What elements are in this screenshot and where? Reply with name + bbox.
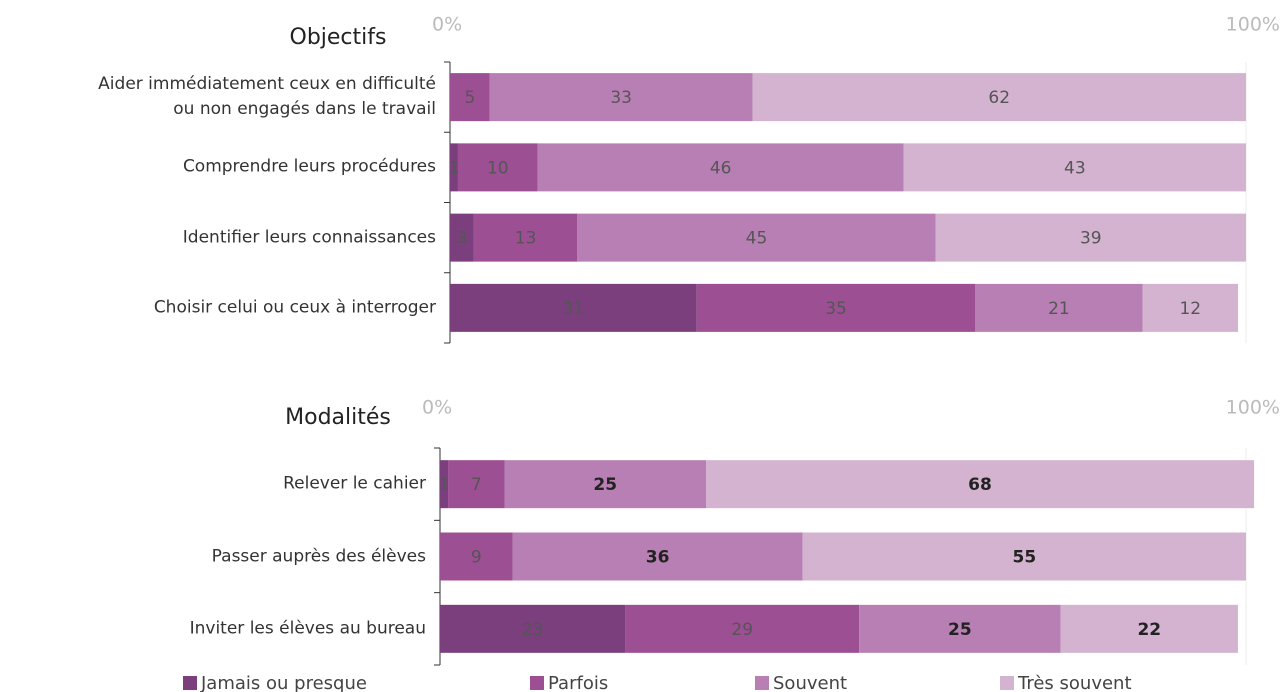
bar-segment [440, 532, 513, 581]
x-tick-label: 0% [422, 397, 452, 419]
category-label: Comprendre leurs procédures [182, 156, 436, 177]
x-tick-label: 100% [1226, 397, 1280, 419]
data-label: 29 [731, 620, 753, 640]
data-label: 36 [646, 548, 670, 568]
bar-segment [450, 143, 458, 192]
data-label: 25 [948, 620, 972, 640]
bar-segment [440, 460, 449, 509]
bar-segment [512, 532, 803, 581]
legend-swatch [530, 676, 544, 690]
bar-segment [450, 283, 697, 332]
data-label: 45 [746, 229, 768, 249]
data-label: 13 [515, 229, 537, 249]
bar-segment [450, 213, 474, 262]
data-label: 35 [825, 299, 847, 319]
data-label: 33 [610, 88, 632, 108]
legend-swatch [183, 676, 197, 690]
data-label: 3 [457, 229, 468, 249]
data-label: 21 [1048, 299, 1070, 319]
data-label: 10 [487, 158, 509, 178]
bar-segment [457, 143, 538, 192]
data-label: 62 [988, 88, 1010, 108]
data-label: 39 [1080, 229, 1102, 249]
bar-segment [752, 73, 1246, 122]
data-label: 5 [464, 88, 475, 108]
category-label: Choisir celui ou ceux à interroger [153, 297, 436, 318]
data-label: 68 [968, 475, 992, 495]
bar-segment [705, 460, 1255, 509]
bar-segment [473, 213, 578, 262]
legend-label: Parfois [548, 673, 608, 692]
chart-title: Objectifs [290, 25, 387, 50]
data-label: 31 [563, 299, 585, 319]
x-tick-label: 0% [432, 14, 462, 36]
bar-segment [802, 532, 1246, 581]
category-label: Inviter les élèves au bureau [189, 618, 426, 639]
data-label: 9 [471, 548, 482, 568]
x-tick-label: 100% [1226, 14, 1280, 36]
data-label: 43 [1064, 158, 1086, 178]
bar-segment [489, 73, 753, 122]
bar-segment [975, 283, 1143, 332]
data-label: 1 [439, 475, 450, 495]
legend-label: Jamais ou presque [200, 673, 367, 692]
category-label: Relever le cahier [283, 473, 426, 494]
bar-segment [537, 143, 904, 192]
bar-segment [859, 604, 1061, 653]
legend-label: Souvent [773, 673, 847, 692]
bar-segment [625, 604, 860, 653]
legend-swatch [755, 676, 769, 690]
bar-segment [1142, 283, 1239, 332]
bar-segment [450, 73, 490, 122]
bar-segment [935, 213, 1246, 262]
chart-title: Modalités [285, 405, 391, 430]
bar-segment [1060, 604, 1238, 653]
bar-segment [577, 213, 936, 262]
category-label: Identifier leurs connaissances [182, 227, 436, 248]
legend-label: Très souvent [1017, 673, 1132, 692]
bar-segment [440, 604, 626, 653]
bar-segment [903, 143, 1246, 192]
data-label: 25 [593, 475, 617, 495]
bar-segment [696, 283, 976, 332]
data-label: 7 [471, 475, 482, 495]
data-label: 23 [522, 620, 544, 640]
data-label: 46 [710, 158, 732, 178]
bar-segment [504, 460, 706, 509]
legend-swatch [1000, 676, 1014, 690]
bar-segment [448, 460, 505, 509]
data-label: 22 [1137, 620, 1161, 640]
category-label: Passer auprès des élèves [211, 546, 426, 566]
data-label: 1 [449, 158, 460, 178]
category-label: Aider immédiatement ceux en difficulté o… [98, 74, 436, 120]
data-label: 12 [1179, 299, 1201, 319]
data-label: 55 [1013, 548, 1037, 568]
